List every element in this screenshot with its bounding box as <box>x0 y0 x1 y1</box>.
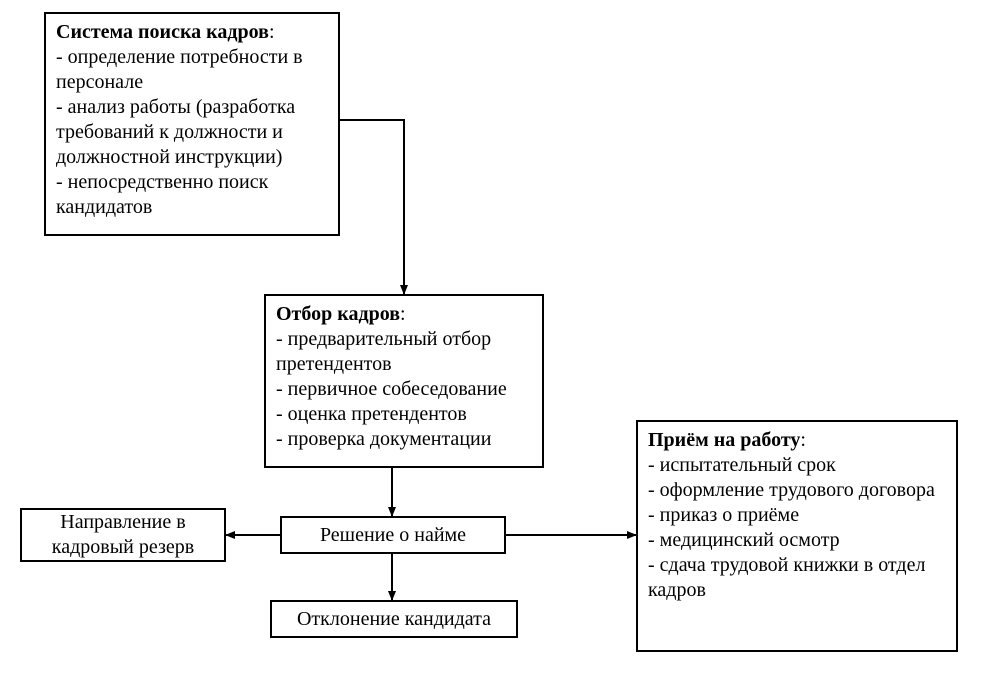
node-item: непосредственно поиск кандидатов <box>56 170 328 220</box>
node-rejection: Отклонение кандидата <box>270 600 518 638</box>
node-item: предварительный отбор претендентов <box>276 327 532 377</box>
node-heading: Отбор кадров: <box>276 302 532 327</box>
node-item: анализ работы (разработка требований к д… <box>56 95 328 170</box>
node-item-list: определение потребности в персонале анал… <box>56 45 328 220</box>
flowchart-canvas: Система поиска кадров: определение потре… <box>0 0 987 695</box>
node-hiring: Приём на работу: испытательный срок офор… <box>636 420 958 652</box>
node-item: оформление трудового договора <box>648 478 946 503</box>
node-label: Решение о найме <box>320 523 466 548</box>
node-title: Отбор кадров <box>276 303 400 325</box>
node-selection: Отбор кадров: предварительный отбор прет… <box>264 294 544 468</box>
node-item: сдача трудовой книжки в отдел кадров <box>648 553 946 603</box>
node-item: приказ о приёме <box>648 503 946 528</box>
node-label: Направление в кадровый резерв <box>32 510 214 560</box>
node-item: проверка документации <box>276 427 532 452</box>
node-item-list: испытательный срок оформление трудового … <box>648 453 946 603</box>
node-title: Приём на работу <box>648 429 800 451</box>
node-heading: Приём на работу: <box>648 428 946 453</box>
edge-search-to-selection <box>340 120 404 294</box>
node-item: испытательный срок <box>648 453 946 478</box>
node-item: первичное собеседование <box>276 377 532 402</box>
colon: : <box>269 21 275 43</box>
node-item: медицинский осмотр <box>648 528 946 553</box>
node-decision: Решение о найме <box>280 516 506 554</box>
node-label: Отклонение кандидата <box>297 607 491 632</box>
node-reserve: Направление в кадровый резерв <box>20 508 226 562</box>
node-item-list: предварительный отбор претендентов перви… <box>276 327 532 452</box>
colon: : <box>400 303 406 325</box>
node-item: оценка претендентов <box>276 402 532 427</box>
node-title: Система поиска кадров <box>56 21 269 43</box>
node-heading: Система поиска кадров: <box>56 20 328 45</box>
node-item: определение потребности в персонале <box>56 45 328 95</box>
colon: : <box>800 429 806 451</box>
node-search-system: Система поиска кадров: определение потре… <box>44 12 340 236</box>
